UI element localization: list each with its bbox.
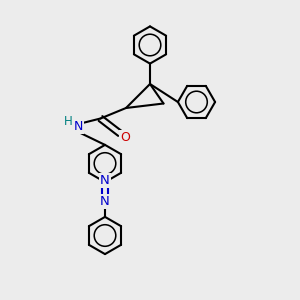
Text: N: N [100,195,110,208]
Text: H: H [64,115,73,128]
Text: N: N [100,174,110,187]
Text: N: N [73,119,83,133]
Text: O: O [121,130,130,144]
